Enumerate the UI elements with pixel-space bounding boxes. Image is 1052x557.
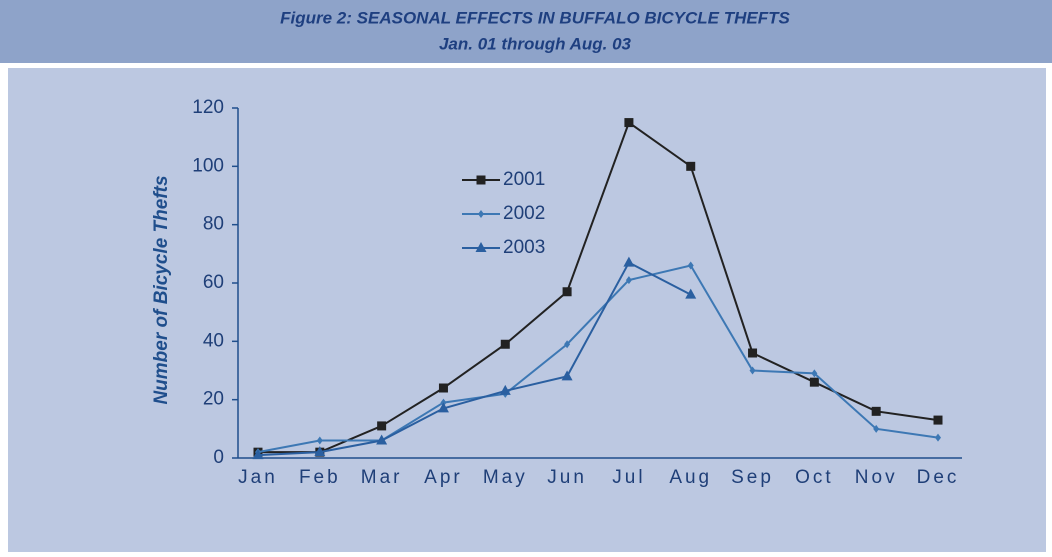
series-line (258, 121, 939, 454)
legend-label: 2003 (503, 237, 545, 258)
marker (377, 421, 387, 431)
marker (478, 210, 484, 218)
x-tick-label: Jul (612, 467, 645, 488)
x-tick-label: May (483, 467, 528, 488)
y-tick-label: 40 (203, 330, 224, 351)
marker (871, 406, 881, 416)
marker (749, 366, 756, 375)
series-line (257, 261, 692, 457)
marker (809, 377, 819, 387)
marker (561, 370, 573, 381)
chart-title: Figure 2: SEASONAL EFFECTS IN BUFFALO BI… (280, 8, 790, 27)
marker (686, 161, 696, 171)
series-line (257, 264, 939, 454)
y-tick-label: 0 (213, 447, 224, 468)
legend-label: 2001 (503, 169, 545, 190)
marker (687, 261, 694, 270)
x-tick-label: Jun (547, 467, 587, 488)
marker (625, 276, 632, 285)
chart-subtitle: Jan. 01 through Aug. 03 (439, 34, 632, 53)
marker (437, 402, 449, 413)
marker (624, 118, 634, 128)
x-tick-label: Apr (424, 467, 463, 488)
marker (438, 383, 448, 393)
header-band (0, 0, 1052, 63)
y-tick-label: 60 (203, 272, 224, 293)
marker (933, 415, 943, 425)
x-tick-label: Feb (299, 467, 341, 488)
y-axis-label: Number of Bicycle Thefts (151, 175, 172, 404)
marker (562, 287, 572, 297)
x-tick-label: Mar (361, 467, 403, 488)
marker (873, 424, 880, 433)
marker (564, 340, 571, 349)
marker (476, 175, 486, 185)
marker (935, 433, 941, 442)
marker (623, 256, 635, 267)
y-tick-label: 100 (192, 155, 224, 176)
x-tick-label: Aug (669, 467, 712, 488)
marker (376, 434, 388, 445)
marker (685, 288, 697, 299)
marker (314, 446, 326, 457)
legend-label: 2002 (503, 203, 545, 224)
marker (748, 348, 758, 358)
y-tick-label: 120 (192, 97, 224, 118)
marker (316, 436, 323, 445)
y-tick-label: 80 (203, 214, 224, 235)
marker (252, 449, 264, 460)
x-tick-label: Jan (238, 467, 278, 488)
y-tick-label: 20 (203, 389, 224, 410)
chart-panel (8, 68, 1046, 552)
marker (475, 242, 487, 252)
x-tick-label: Sep (731, 467, 774, 488)
marker (499, 384, 511, 395)
marker (500, 339, 510, 349)
marker (811, 369, 818, 378)
x-tick-label: Nov (855, 467, 898, 488)
x-tick-label: Dec (917, 467, 960, 488)
x-tick-label: Oct (795, 467, 834, 488)
